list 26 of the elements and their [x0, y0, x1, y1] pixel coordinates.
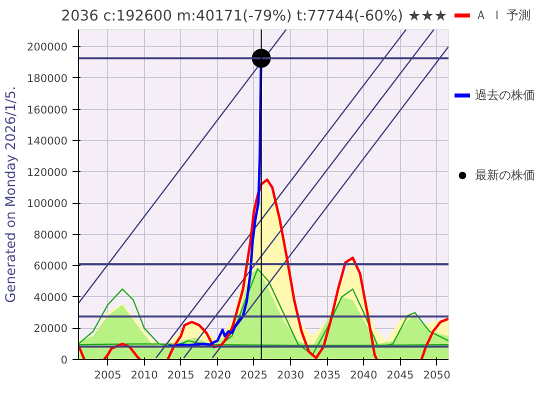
x-tick-label: 2040 [350, 368, 378, 382]
y-tick-label: 140000 [26, 134, 68, 148]
x-tick-label: 2005 [94, 368, 122, 382]
y-tick-label: 20000 [34, 322, 68, 336]
legend-label: 最新の株価 [475, 166, 535, 184]
y-tick-label: 0 [60, 354, 68, 366]
y-tick-label: 40000 [34, 290, 68, 304]
y-tick-label: 180000 [26, 72, 68, 85]
legend-label: 過去の株価 [475, 86, 535, 104]
chart-title: 2036 c:192600 m:40171(-79%) t:77744(-60%) ★★★ [61, 8, 448, 24]
y-tick-label: 100000 [26, 197, 68, 210]
x-tick-label: 2015 [167, 368, 194, 382]
x-tick-label: 2030 [276, 368, 304, 382]
x-tick-label: 2020 [204, 368, 232, 382]
x-tick-label: 2050 [423, 368, 451, 382]
y-tick-label: 60000 [34, 260, 68, 273]
x-tick-label: 2045 [386, 368, 414, 382]
legend-label: Ａ Ｉ 予測 [475, 6, 531, 24]
x-tick-label: 2025 [240, 368, 268, 382]
y-tick-label: 120000 [26, 166, 68, 179]
x-tick-label: 2035 [314, 368, 341, 382]
y-axis-title: Generated on Monday 2026/1/5. [4, 86, 19, 303]
y-tick-label: 160000 [26, 103, 68, 116]
y-tick-label: 80000 [34, 228, 68, 242]
x-tick-label: 2010 [130, 368, 158, 382]
y-tick-label: 200000 [26, 40, 68, 54]
